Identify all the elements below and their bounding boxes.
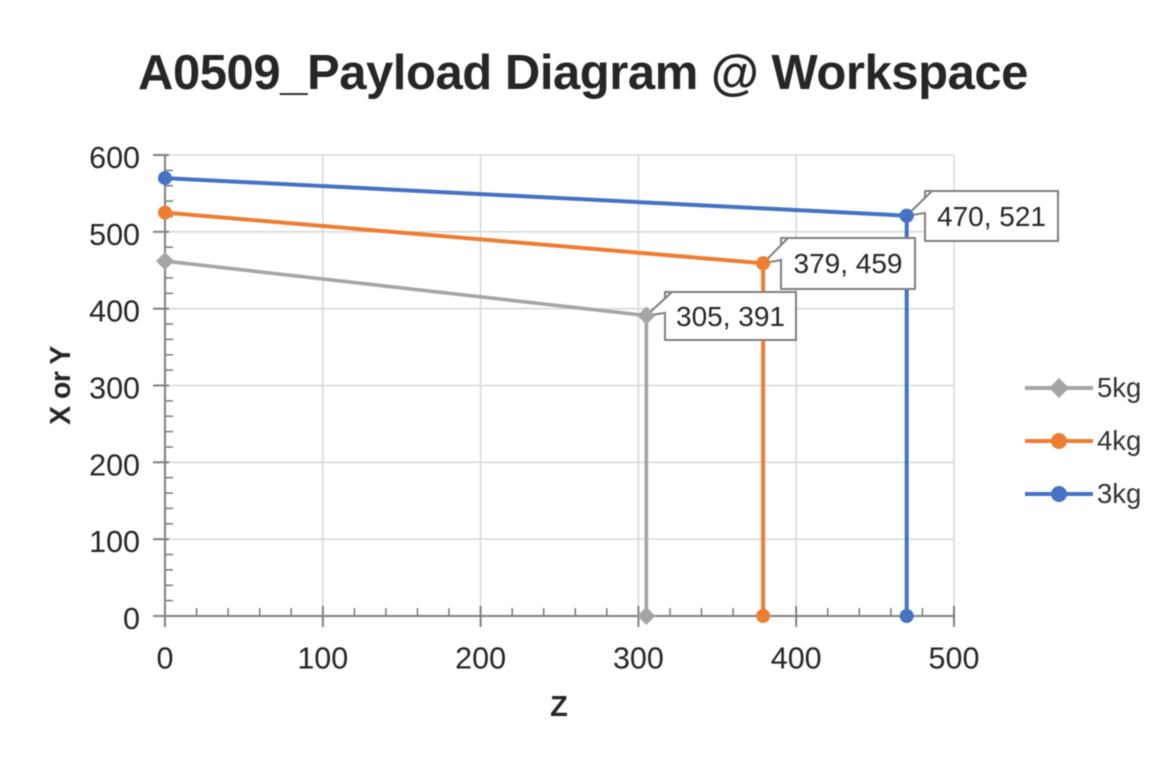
svg-text:100: 100 xyxy=(89,525,140,559)
svg-text:100: 100 xyxy=(297,642,348,676)
svg-text:A0509_Payload Diagram @ Worksp: A0509_Payload Diagram @ Workspace xyxy=(138,46,1028,100)
svg-text:300: 300 xyxy=(89,372,140,406)
svg-text:600: 600 xyxy=(89,141,140,175)
svg-text:X or Y: X or Y xyxy=(45,346,77,425)
svg-text:0: 0 xyxy=(157,642,174,676)
svg-text:379, 459: 379, 459 xyxy=(794,248,903,279)
svg-text:4kg: 4kg xyxy=(1097,425,1141,456)
svg-text:305, 391: 305, 391 xyxy=(676,301,785,332)
svg-text:3kg: 3kg xyxy=(1097,478,1141,509)
svg-text:400: 400 xyxy=(771,642,822,676)
svg-text:Z: Z xyxy=(550,691,568,723)
svg-text:300: 300 xyxy=(613,642,664,676)
svg-text:200: 200 xyxy=(455,642,506,676)
svg-text:5kg: 5kg xyxy=(1097,372,1141,403)
svg-text:200: 200 xyxy=(89,449,140,483)
svg-text:400: 400 xyxy=(89,295,140,329)
svg-text:470, 521: 470, 521 xyxy=(937,201,1046,232)
svg-text:0: 0 xyxy=(123,602,140,636)
svg-text:500: 500 xyxy=(929,642,980,676)
svg-text:500: 500 xyxy=(89,218,140,252)
